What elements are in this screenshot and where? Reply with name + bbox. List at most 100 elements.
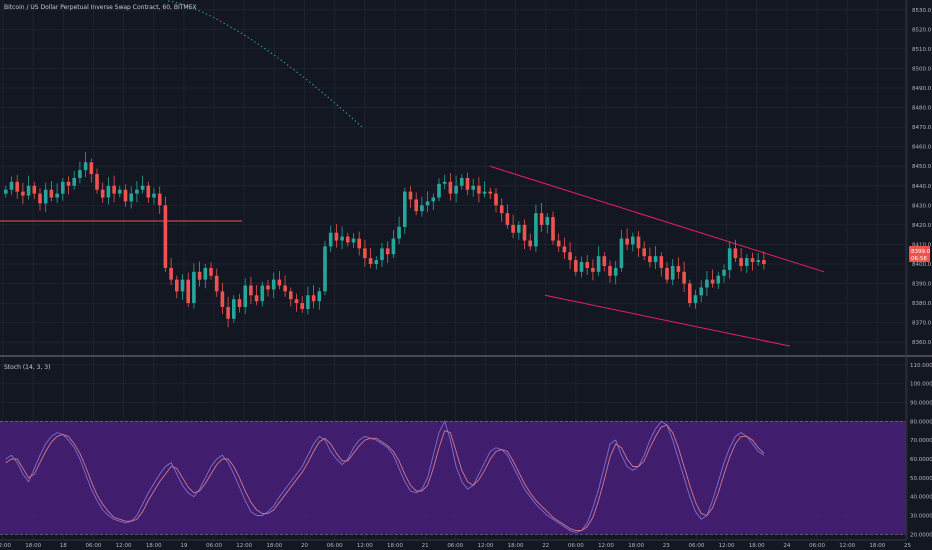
candle-down: [408, 191, 413, 200]
candle-up: [596, 256, 601, 272]
price-tick-label: 8490.0: [912, 86, 932, 92]
time-tick-label: 12:00: [839, 543, 855, 549]
candle-up: [152, 193, 156, 198]
candle-up: [118, 189, 122, 194]
candle-up: [180, 279, 185, 292]
candle-down: [100, 189, 105, 198]
price-badge-value: 8399.0: [911, 249, 931, 255]
candle-down: [499, 205, 504, 214]
candle-up: [756, 260, 760, 263]
candle-up: [613, 267, 618, 276]
candle-up: [653, 256, 658, 263]
candle-down: [21, 191, 25, 196]
candle-up: [460, 177, 464, 186]
candle-down: [733, 248, 738, 259]
candle-down: [49, 189, 54, 198]
candle-up: [699, 287, 703, 296]
time-tick-label: 18:00: [628, 543, 644, 549]
stochastic-pane: [0, 420, 906, 535]
candle-down: [448, 181, 453, 194]
candle-up: [631, 236, 635, 245]
candle-down: [556, 240, 561, 247]
candle-up: [670, 265, 675, 280]
candle-up: [579, 262, 584, 272]
time-tick-label: 23: [663, 543, 670, 549]
candle-down: [665, 267, 669, 280]
candle-down: [38, 193, 42, 204]
time-tick-label: 18:00: [387, 543, 403, 549]
candle-down: [186, 279, 190, 304]
candle-down: [283, 285, 287, 292]
time-tick-label: 18:00: [749, 543, 765, 549]
candle-down: [562, 246, 567, 253]
candle-down: [539, 213, 544, 225]
candle-down: [363, 248, 367, 259]
stoch-band: [0, 421, 906, 535]
candle-up: [705, 279, 709, 288]
candle-up: [140, 185, 145, 190]
candle-down: [66, 181, 71, 186]
candle-up: [425, 201, 430, 206]
time-tick-label: 06:00: [327, 543, 343, 549]
candle-up: [693, 295, 698, 304]
candle-up: [380, 248, 384, 261]
candle-up: [61, 181, 65, 194]
time-tick-label: 12:00: [236, 543, 252, 549]
stoch-tick-label: 50.0000: [910, 476, 932, 482]
candle-down: [385, 248, 390, 255]
candle-down: [574, 260, 578, 272]
candle-up: [431, 197, 436, 202]
candle-up: [471, 185, 475, 190]
candle-up: [271, 279, 276, 290]
price-tick-label: 8400.0: [912, 262, 932, 268]
candle-down: [625, 238, 629, 245]
candle-up: [340, 236, 344, 241]
time-tick-label: 12:00: [0, 543, 11, 549]
time-tick-label: 06:00: [809, 543, 825, 549]
time-tick-label: 12:00: [598, 543, 614, 549]
stoch-k-line: [5, 420, 765, 533]
candle-down: [163, 205, 168, 268]
candle-up: [323, 246, 327, 292]
price-tick-label: 8380.0: [912, 301, 932, 307]
candle-down: [95, 174, 99, 190]
candle-down: [146, 185, 151, 198]
candle-up: [203, 267, 208, 280]
candle-up: [317, 291, 322, 302]
stoch-tick-label: 80.0000: [910, 419, 932, 425]
candle-down: [585, 262, 589, 268]
candle-up: [243, 285, 247, 308]
candle-down: [123, 189, 128, 202]
candle-up: [260, 285, 265, 302]
candle-down: [368, 258, 373, 264]
candle-up: [26, 185, 31, 196]
stoch-tick-label: 100.0000: [910, 382, 932, 388]
candle-down: [237, 299, 242, 308]
candle-down: [414, 199, 418, 212]
candle-down: [602, 256, 607, 266]
channel-lower-line: [544, 294, 791, 347]
candle-down: [197, 271, 202, 280]
candle-up: [306, 295, 310, 309]
candle-down: [346, 236, 350, 243]
symbol-title: Bitcoin / US Dollar Perpetual Inverse Sw…: [4, 4, 196, 11]
time-tick-label: 06:00: [689, 543, 705, 549]
time-tick-label: 24: [783, 543, 790, 549]
candle-down: [89, 162, 94, 175]
candle-up: [437, 183, 441, 198]
candle-up: [232, 299, 236, 319]
candle-up: [9, 181, 14, 190]
candle-down: [175, 279, 179, 292]
time-tick-label: 18:00: [508, 543, 524, 549]
candle-up: [328, 232, 333, 247]
candle-down: [209, 267, 213, 276]
time-tick-label: 18:00: [266, 543, 282, 549]
stoch-tick-label: 20.0000: [910, 532, 932, 538]
price-tick-label: 8370.0: [912, 321, 932, 327]
candle-down: [465, 177, 470, 190]
stoch-tick-label: 60.0000: [910, 457, 932, 463]
candle-up: [43, 189, 48, 204]
price-tick-label: 8450.0: [912, 164, 932, 170]
